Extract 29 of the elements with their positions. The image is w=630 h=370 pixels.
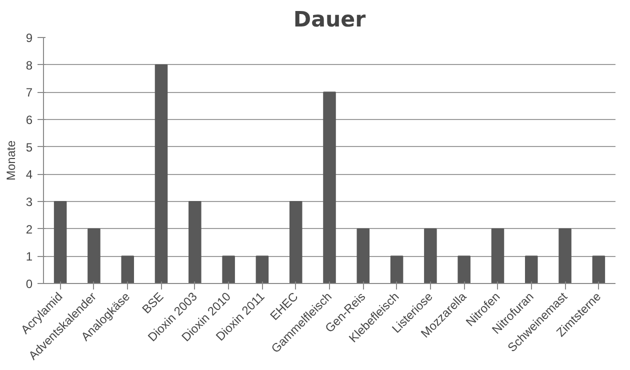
bar: [256, 256, 269, 284]
bar: [558, 228, 572, 284]
y-tick-label: 3: [26, 195, 33, 209]
y-tick-label: 4: [26, 168, 33, 182]
bar: [524, 256, 538, 284]
chart-title: Dauer: [293, 8, 366, 32]
y-tick-label: 8: [26, 58, 33, 72]
bar: [222, 256, 235, 284]
bar: [424, 228, 437, 284]
y-tick-label: 5: [26, 140, 33, 154]
y-tick-label: 7: [26, 86, 33, 100]
bar: [88, 228, 100, 284]
y-tick-label: 0: [26, 277, 33, 291]
y-axis-title: Monate: [4, 140, 18, 181]
bar: [54, 201, 67, 284]
bar: [592, 256, 606, 284]
bar: [289, 201, 302, 284]
bar: [491, 228, 504, 284]
y-tick-label: 1: [26, 250, 33, 264]
bar: [154, 64, 168, 284]
y-tick-label: 2: [26, 222, 33, 236]
bar: [323, 92, 336, 284]
y-tick-label: 6: [26, 113, 33, 127]
y-tick-label: 9: [26, 31, 33, 45]
bar: [121, 256, 134, 284]
bar: [458, 256, 470, 284]
bar: [356, 228, 370, 284]
bar: [188, 201, 202, 284]
bar: [390, 256, 404, 284]
